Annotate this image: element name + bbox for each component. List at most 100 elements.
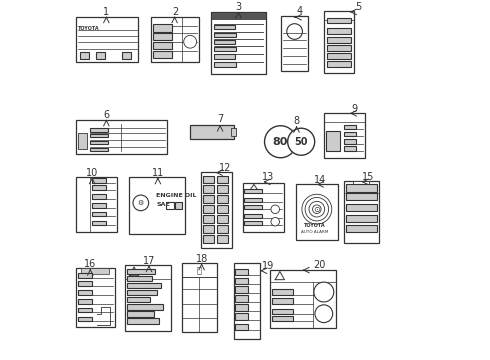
Bar	[345, 225, 377, 233]
Circle shape	[133, 195, 148, 211]
Bar	[190, 125, 234, 139]
Bar	[245, 198, 262, 202]
Bar	[235, 295, 248, 302]
Bar	[90, 128, 108, 132]
Circle shape	[265, 126, 296, 158]
Text: 9: 9	[351, 104, 358, 114]
Bar	[92, 185, 106, 190]
Bar	[344, 132, 356, 136]
Bar	[90, 134, 108, 137]
Bar	[76, 120, 167, 154]
Bar	[235, 278, 248, 284]
Bar	[90, 148, 108, 151]
Bar	[78, 273, 92, 278]
Text: 10: 10	[86, 168, 98, 177]
Bar	[345, 204, 377, 211]
Bar	[203, 215, 214, 223]
Bar	[127, 283, 161, 288]
Text: 1: 1	[103, 7, 109, 17]
Bar	[129, 177, 185, 234]
Text: 19: 19	[262, 261, 274, 271]
Bar	[92, 212, 106, 216]
Bar	[326, 131, 340, 150]
Bar	[345, 184, 377, 192]
Bar	[92, 221, 106, 225]
Text: 17: 17	[143, 256, 155, 266]
Text: 14: 14	[314, 175, 326, 185]
Bar	[271, 316, 293, 321]
Bar	[231, 128, 236, 136]
Bar	[127, 319, 159, 324]
Bar	[203, 225, 214, 233]
Bar	[245, 189, 262, 193]
Bar	[211, 12, 267, 19]
Text: 16: 16	[84, 260, 97, 269]
Bar	[324, 11, 354, 73]
Text: 6: 6	[103, 110, 109, 120]
Bar	[235, 269, 248, 275]
Bar	[344, 181, 379, 243]
Text: ⊙: ⊙	[313, 205, 320, 214]
Bar	[327, 45, 351, 51]
Bar	[152, 42, 172, 49]
Text: 5: 5	[356, 2, 362, 12]
Bar	[78, 317, 92, 321]
Text: 12: 12	[219, 163, 232, 173]
Bar	[78, 308, 92, 312]
Bar	[235, 324, 248, 330]
Bar	[203, 195, 214, 203]
Bar	[211, 12, 267, 74]
Text: ENGINE OIL: ENGINE OIL	[156, 193, 196, 198]
Text: 3: 3	[236, 2, 242, 12]
Text: 50: 50	[294, 137, 308, 147]
Text: 80: 80	[273, 137, 288, 147]
Bar	[281, 15, 308, 71]
Bar	[127, 276, 152, 281]
Bar	[203, 235, 214, 243]
Bar	[235, 287, 248, 293]
Text: 8: 8	[294, 116, 299, 126]
Bar	[203, 205, 214, 213]
Bar	[203, 176, 214, 183]
Bar	[203, 185, 214, 193]
Bar	[78, 299, 92, 303]
Bar	[214, 54, 236, 59]
Bar	[324, 113, 365, 158]
Bar	[214, 33, 236, 37]
Bar	[127, 290, 157, 295]
Bar	[344, 147, 356, 150]
Bar	[152, 51, 172, 58]
Circle shape	[314, 282, 334, 302]
Bar	[296, 184, 338, 239]
Text: SAE: SAE	[156, 202, 170, 207]
Bar	[270, 270, 336, 328]
Bar	[92, 178, 106, 183]
Text: 15: 15	[362, 172, 374, 182]
Bar	[127, 311, 154, 317]
Circle shape	[315, 305, 333, 323]
Bar	[90, 141, 108, 144]
Text: 13: 13	[262, 172, 274, 182]
Bar	[217, 225, 227, 233]
Bar	[200, 172, 232, 248]
Bar	[214, 40, 236, 44]
Bar	[327, 18, 351, 23]
Text: TOYOTA: TOYOTA	[304, 223, 326, 228]
Bar	[76, 268, 115, 327]
Circle shape	[288, 128, 315, 155]
Text: AUTO ALARM: AUTO ALARM	[301, 230, 329, 234]
Circle shape	[271, 217, 279, 226]
Bar	[353, 181, 369, 186]
Bar	[174, 202, 182, 209]
Circle shape	[184, 35, 196, 48]
Bar	[78, 133, 87, 149]
Bar	[235, 313, 248, 320]
Bar	[214, 25, 236, 30]
Bar	[234, 262, 260, 339]
Bar	[245, 221, 262, 225]
Bar	[345, 215, 377, 222]
Bar	[345, 193, 377, 201]
Bar	[327, 61, 351, 67]
Bar	[243, 183, 284, 233]
Bar	[92, 194, 106, 199]
